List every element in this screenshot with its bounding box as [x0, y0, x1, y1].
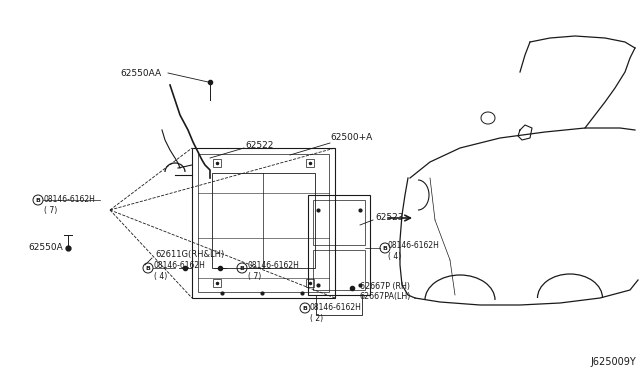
- Bar: [213, 279, 221, 287]
- Text: 08146-6162H: 08146-6162H: [310, 304, 362, 312]
- Bar: [212, 173, 315, 268]
- Text: J625009Y: J625009Y: [590, 357, 636, 367]
- Text: 08146-6162H: 08146-6162H: [154, 262, 206, 270]
- Text: B: B: [303, 305, 307, 311]
- Bar: [313, 200, 365, 245]
- Bar: [316, 295, 362, 315]
- Text: 62550A: 62550A: [28, 244, 63, 253]
- Bar: [198, 154, 329, 292]
- Text: ( 4): ( 4): [388, 251, 401, 260]
- Bar: [313, 250, 365, 290]
- Text: 62550AA: 62550AA: [120, 68, 161, 77]
- Text: 08146-6162H: 08146-6162H: [44, 196, 96, 205]
- Text: 08146-6162H: 08146-6162H: [388, 241, 440, 250]
- Text: B: B: [36, 198, 40, 202]
- Bar: [213, 159, 221, 167]
- Text: B: B: [383, 246, 387, 250]
- Text: 08146-6162H: 08146-6162H: [248, 262, 300, 270]
- Text: 62667P (RH): 62667P (RH): [360, 282, 410, 291]
- Bar: [306, 279, 314, 287]
- Text: B: B: [239, 266, 244, 270]
- Text: ( 4): ( 4): [154, 272, 167, 280]
- Text: ( 7): ( 7): [44, 205, 57, 215]
- Text: B: B: [145, 266, 150, 270]
- Bar: [308, 195, 370, 295]
- Bar: [192, 148, 335, 298]
- Text: 62667PA(LH): 62667PA(LH): [360, 292, 412, 301]
- Text: ( 7): ( 7): [248, 272, 261, 280]
- Text: ( 2): ( 2): [310, 314, 323, 323]
- Text: 62500+A: 62500+A: [330, 134, 372, 142]
- Text: 62522: 62522: [245, 141, 273, 150]
- Text: 62523: 62523: [375, 214, 403, 222]
- Text: 62611G(RH&LH): 62611G(RH&LH): [155, 250, 224, 260]
- Bar: [306, 159, 314, 167]
